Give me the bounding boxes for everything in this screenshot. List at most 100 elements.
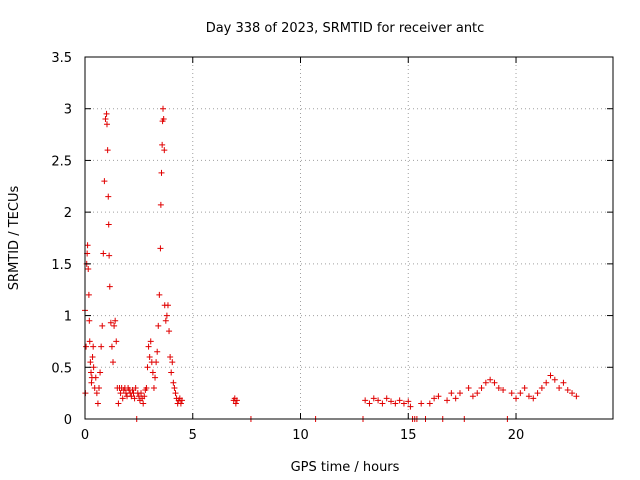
data-point <box>138 390 145 397</box>
y-tick-label: 0 <box>64 413 72 428</box>
data-point <box>469 393 476 400</box>
data-point <box>171 384 178 391</box>
data-point <box>135 393 142 400</box>
y-tick-label: 0.5 <box>51 361 72 376</box>
data-point <box>154 348 161 355</box>
data-point <box>448 390 455 397</box>
data-point <box>90 343 97 350</box>
data-point <box>113 338 120 345</box>
x-axis-label: GPS time / hours <box>291 460 400 475</box>
data-point <box>106 283 113 290</box>
y-tick-label: 3.5 <box>51 51 72 66</box>
data-point <box>564 387 571 394</box>
data-point <box>508 390 515 397</box>
data-point <box>105 193 112 200</box>
x-tick-label: 5 <box>189 428 197 443</box>
data-point <box>157 245 164 252</box>
data-point <box>521 384 528 391</box>
data-point <box>147 338 154 345</box>
data-point <box>119 395 126 402</box>
data-point <box>115 400 122 407</box>
data-point <box>375 397 382 404</box>
data-point <box>158 169 165 176</box>
data-point <box>162 317 169 324</box>
data-point <box>534 390 541 397</box>
data-point <box>169 359 176 366</box>
data-point <box>104 147 111 154</box>
data-point <box>495 384 502 391</box>
data-point <box>161 147 168 154</box>
x-tick-label: 0 <box>81 428 89 443</box>
data-point <box>517 390 524 397</box>
data-point <box>167 353 174 360</box>
data-point <box>98 343 105 350</box>
data-point <box>153 359 160 366</box>
data-point <box>172 390 179 397</box>
data-point <box>141 393 148 400</box>
data-point <box>160 105 167 112</box>
data-point <box>89 353 96 360</box>
plot-frame <box>84 56 614 420</box>
data-point <box>103 121 110 128</box>
data-point <box>166 328 173 335</box>
y-tick-label: 1.5 <box>51 258 72 273</box>
data-point <box>110 359 117 366</box>
data-point <box>379 400 386 407</box>
data-point <box>170 379 177 386</box>
data-point <box>569 390 576 397</box>
data-point <box>143 384 150 391</box>
data-point <box>177 400 184 407</box>
data-point <box>101 178 108 185</box>
data-point <box>405 398 412 405</box>
chart-title: Day 338 of 2023, SRMTID for receiver ant… <box>206 21 485 36</box>
x-tick-label: 20 <box>508 428 525 443</box>
data-point <box>157 201 164 208</box>
data-point <box>500 387 507 394</box>
data-point <box>178 397 185 404</box>
data-point <box>88 369 95 376</box>
data-point <box>93 390 100 397</box>
data-point <box>525 393 532 400</box>
data-point <box>87 359 94 366</box>
data-point <box>362 397 369 404</box>
data-point <box>128 393 135 400</box>
data-point <box>233 397 240 404</box>
data-point <box>168 369 175 376</box>
data-point <box>164 302 171 309</box>
data-point <box>159 141 166 148</box>
data-point <box>140 400 147 407</box>
data-point <box>146 353 153 360</box>
data-point <box>86 338 93 345</box>
data-point <box>155 322 162 329</box>
data-point <box>407 403 414 410</box>
data-point <box>366 400 373 407</box>
data-point <box>117 390 124 397</box>
data-point <box>418 400 425 407</box>
data-point <box>112 317 119 324</box>
data-point <box>132 384 139 391</box>
data-point <box>97 369 104 376</box>
data-point <box>556 384 563 391</box>
data-point <box>487 376 494 383</box>
y-tick-label: 3 <box>64 103 72 118</box>
y-tick-label: 2 <box>64 206 72 221</box>
data-point <box>96 384 103 391</box>
data-point <box>478 384 485 391</box>
data-point <box>90 364 97 371</box>
data-point <box>111 322 118 329</box>
data-point <box>370 395 377 402</box>
data-point <box>92 374 99 381</box>
data-point <box>426 400 433 407</box>
data-point <box>530 395 537 402</box>
data-point <box>86 317 93 324</box>
y-axis-label: SRMTID / TECUs <box>7 186 22 291</box>
data-point <box>573 393 580 400</box>
data-point <box>538 384 545 391</box>
data-point <box>84 242 91 249</box>
data-point <box>152 374 159 381</box>
data-point <box>129 387 136 394</box>
data-point <box>452 395 459 402</box>
data-point <box>83 343 90 350</box>
data-point <box>383 395 390 402</box>
